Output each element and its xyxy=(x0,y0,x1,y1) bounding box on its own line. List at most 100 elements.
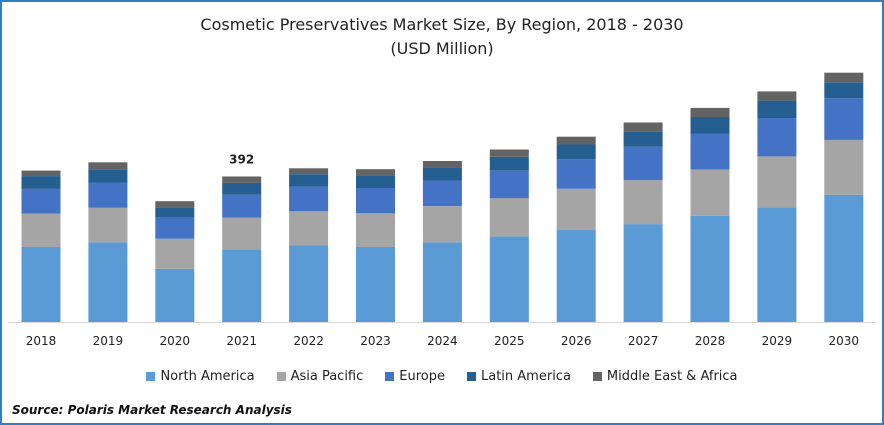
chart-subtitle: (USD Million) xyxy=(390,39,494,58)
bar-2019-series-2 xyxy=(88,182,128,208)
bar-2021-series-1 xyxy=(222,217,262,250)
bar-2030-series-2 xyxy=(824,98,864,140)
bar-2029-series-1 xyxy=(757,156,797,208)
bar-2029-series-3 xyxy=(757,100,797,118)
bar-2020-series-3 xyxy=(155,207,195,218)
bar-2028-series-3 xyxy=(690,117,730,134)
bar-2019-series-0 xyxy=(88,242,128,322)
x-tick-label: 2021 xyxy=(226,334,257,348)
bar-2029-series-2 xyxy=(757,118,797,157)
x-tick-label: 2020 xyxy=(160,334,191,348)
bar-2026-series-2 xyxy=(556,159,596,189)
bar-2025-series-2 xyxy=(489,170,529,199)
legend-item: Asia Pacific xyxy=(276,369,364,384)
bar-2021-series-3 xyxy=(222,182,262,195)
bar-2024-series-4 xyxy=(422,161,462,168)
bar-2026-series-0 xyxy=(556,230,596,322)
bar-2026-series-3 xyxy=(556,144,596,160)
bar-2018-series-4 xyxy=(21,170,61,177)
bar-2020-series-2 xyxy=(155,217,195,239)
bar-2019-series-1 xyxy=(88,207,128,243)
bar-2018-series-0 xyxy=(21,247,61,322)
bar-2030-series-4 xyxy=(824,72,864,83)
chart-legend: North America Asia Pacific Europe Latin Ame… xyxy=(2,369,882,384)
data-label-2021: 392 xyxy=(229,153,254,167)
x-tick-label: 2019 xyxy=(93,334,124,348)
source-note: Source: Polaris Market Research Analysis xyxy=(12,403,292,417)
x-tick-label: 2025 xyxy=(494,334,525,348)
bar-2019-series-4 xyxy=(88,162,128,170)
x-tick-label: 2023 xyxy=(360,334,391,348)
bar-2021-series-0 xyxy=(222,249,262,322)
bar-2023-series-3 xyxy=(356,175,395,188)
bar-2023-series-0 xyxy=(356,247,395,322)
bar-2027-series-1 xyxy=(623,180,663,225)
legend-item: Middle East & Africa xyxy=(592,369,738,384)
bar-2027-series-2 xyxy=(623,146,663,181)
bar-2027-series-4 xyxy=(623,122,663,132)
bar-2028-series-0 xyxy=(690,215,730,322)
legend-label: Asia Pacific xyxy=(290,369,364,384)
legend-label: Latin America xyxy=(481,369,571,384)
bar-2019-series-3 xyxy=(88,169,128,183)
bar-2018-series-3 xyxy=(21,176,61,189)
x-tick-label: 2026 xyxy=(561,334,592,348)
bar-2024-series-1 xyxy=(422,206,462,243)
bar-2028-series-2 xyxy=(690,133,730,170)
bar-2021-series-2 xyxy=(222,194,262,218)
bar-2028-series-4 xyxy=(690,107,730,118)
bar-2024-series-3 xyxy=(422,167,462,181)
bar-2026-series-1 xyxy=(556,188,596,231)
x-tick-label: 2030 xyxy=(829,334,860,348)
legend-label: Middle East & Africa xyxy=(606,369,738,384)
x-tick-label: 2024 xyxy=(427,334,458,348)
bar-2026-series-4 xyxy=(556,136,596,145)
bar-2018-series-1 xyxy=(21,213,61,247)
bar-2029-series-0 xyxy=(757,207,797,322)
bar-2025-series-1 xyxy=(489,198,529,237)
x-tick-label: 2029 xyxy=(762,334,793,348)
bar-2030-series-0 xyxy=(824,194,864,322)
bar-2025-series-0 xyxy=(489,236,529,322)
bar-2023-series-4 xyxy=(356,169,395,176)
legend-swatch xyxy=(276,372,286,381)
x-tick-label: 2022 xyxy=(293,334,324,348)
bar-2027-series-3 xyxy=(623,131,663,147)
bar-2023-series-2 xyxy=(356,188,395,214)
bar-2029-series-4 xyxy=(757,91,797,101)
bar-2023-series-1 xyxy=(356,213,395,247)
bar-2024-series-0 xyxy=(422,242,462,322)
legend-item: North America xyxy=(146,369,255,384)
bar-2020-series-0 xyxy=(155,268,195,322)
legend-swatch xyxy=(385,372,395,381)
bar-2020-series-1 xyxy=(155,238,195,269)
bar-2028-series-1 xyxy=(690,169,730,216)
legend-swatch xyxy=(146,372,156,381)
bar-2025-series-3 xyxy=(489,156,529,171)
legend-label: Europe xyxy=(399,369,445,384)
bar-2020-series-4 xyxy=(155,201,195,208)
legend-item: Europe xyxy=(385,369,445,384)
bar-2030-series-3 xyxy=(824,82,864,99)
bar-2022-series-1 xyxy=(289,211,329,246)
chart-title: Cosmetic Preservatives Market Size, By R… xyxy=(200,15,684,34)
bar-2022-series-0 xyxy=(289,245,329,322)
bar-2030-series-1 xyxy=(824,139,864,195)
legend-swatch xyxy=(467,372,476,381)
x-tick-label: 2018 xyxy=(26,334,57,348)
bar-2022-series-3 xyxy=(289,174,329,187)
bar-2018-series-2 xyxy=(21,188,61,214)
x-tick-label: 2028 xyxy=(695,334,726,348)
legend-label: North America xyxy=(160,369,255,384)
bar-2027-series-0 xyxy=(623,224,663,322)
bar-2021-series-4 xyxy=(222,176,262,183)
legend-item: Latin America xyxy=(467,369,571,384)
bar-2022-series-2 xyxy=(289,186,329,212)
legend-swatch xyxy=(592,372,602,381)
x-tick-label: 2027 xyxy=(628,334,659,348)
bar-2025-series-4 xyxy=(489,149,529,157)
bar-2022-series-4 xyxy=(289,168,329,175)
bar-2024-series-2 xyxy=(422,180,462,207)
